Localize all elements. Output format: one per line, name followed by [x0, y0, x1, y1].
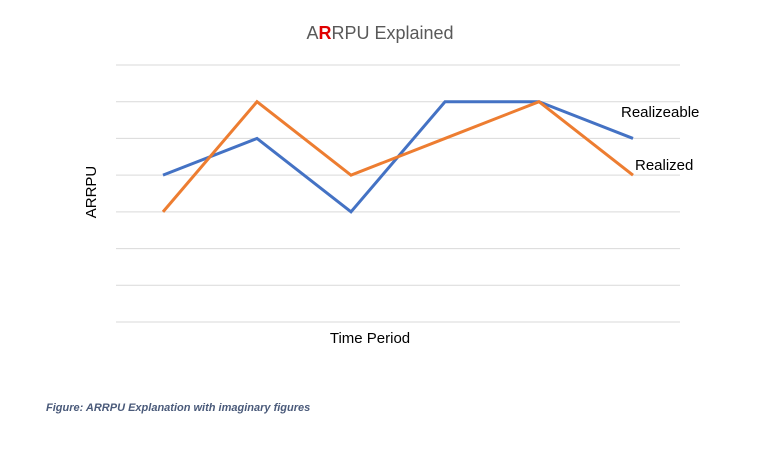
chart-title-rest: RPU Explained	[331, 23, 453, 43]
series-label-realized: Realized	[635, 157, 693, 174]
gridlines	[116, 64, 680, 323]
series-line-realized	[161, 99, 634, 213]
series-label-realizeable: Realizeable	[621, 104, 699, 121]
chart-title-part-a: A	[306, 23, 318, 43]
series-lines	[161, 99, 634, 214]
figure-caption: Figure: ARRPU Explanation with imaginary…	[46, 402, 311, 414]
chart-title: ARRPU Explained	[306, 23, 453, 43]
chart-title-highlight-letter: R	[318, 23, 331, 43]
x-axis-label: Time Period	[330, 330, 410, 347]
y-axis-label: ARRPU	[83, 166, 100, 219]
